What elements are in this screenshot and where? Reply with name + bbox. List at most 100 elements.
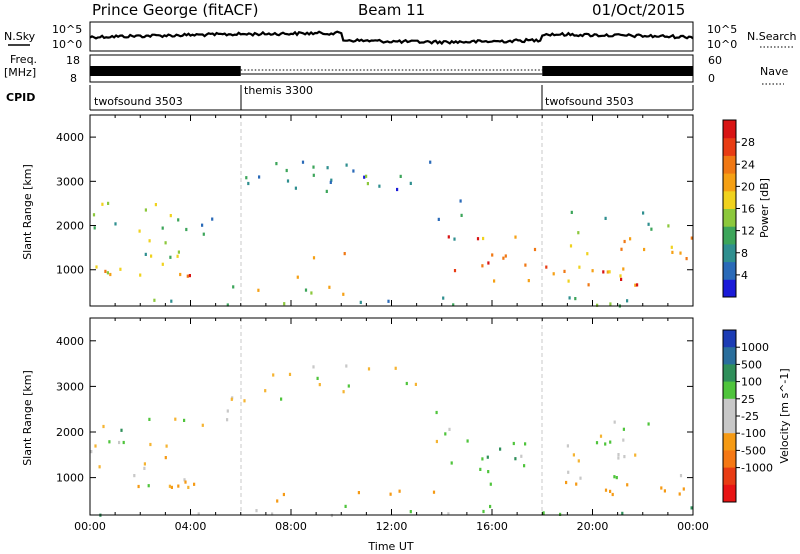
cell-9 xyxy=(617,456,620,460)
cell-13 xyxy=(524,263,527,267)
cell-0 xyxy=(133,474,136,478)
cell-0 xyxy=(165,444,168,448)
x-axis-label: Time UT xyxy=(367,540,413,553)
cell-0 xyxy=(101,202,104,206)
velocity-y-ticks: 1000 2000 3000 4000 xyxy=(56,335,693,485)
ytick-label-0: 1000 xyxy=(56,264,84,277)
cell-1 xyxy=(104,269,107,273)
cell-13 xyxy=(578,265,581,269)
cell-8 xyxy=(312,256,316,260)
cell-9 xyxy=(524,442,527,446)
power-ylabel: Slant Range [km] xyxy=(21,164,34,260)
velocity-cbar-label-3: 25 xyxy=(741,393,755,406)
cell-1 xyxy=(176,254,179,258)
ytick-label-1: 2000 xyxy=(56,220,84,233)
power-swatch-9 xyxy=(723,120,736,139)
cell-15 xyxy=(570,210,573,214)
cell-9 xyxy=(572,453,575,457)
cell-1 xyxy=(119,267,122,271)
cell-13 xyxy=(690,236,693,240)
cell-13 xyxy=(629,237,632,241)
velocity-cbar-label-7: -1000 xyxy=(741,462,773,475)
freq-label: Freq. xyxy=(10,53,37,66)
cell-11 xyxy=(170,299,173,303)
power-cbar-label-4: 20 xyxy=(741,180,755,193)
power-swatch-3 xyxy=(723,226,736,245)
cell-9 xyxy=(613,475,616,479)
ytick-label-3: 4000 xyxy=(56,131,84,144)
cell-7 xyxy=(409,510,412,514)
velocity-cbar-label-5: -100 xyxy=(741,427,766,440)
cell-3 xyxy=(226,409,229,413)
velocity-colorbar-ticks: 1000 500 100 25 -25 -100 -500 -1000 xyxy=(736,341,773,475)
cell-12 xyxy=(453,269,457,273)
cell-9 xyxy=(579,476,582,480)
nsky-tick-top: 10^5 xyxy=(52,23,82,36)
cell-9 xyxy=(679,474,683,478)
ytick-label-0: 1000 xyxy=(56,472,84,485)
cell-4 xyxy=(396,187,399,192)
cell-3 xyxy=(211,217,214,221)
velocity-swatch-0 xyxy=(723,330,736,348)
cell-1 xyxy=(193,482,196,486)
cell-4 xyxy=(312,365,315,369)
cell-1 xyxy=(137,484,140,489)
power-cbar-label-5: 24 xyxy=(741,158,755,171)
cell-6 xyxy=(432,490,436,494)
cell-8 xyxy=(512,441,515,446)
cell-0 xyxy=(144,208,147,212)
cell-13 xyxy=(634,283,637,287)
cell-4 xyxy=(258,175,261,179)
cell-9 xyxy=(343,252,346,256)
cell-5 xyxy=(312,173,315,177)
cell-7 xyxy=(559,512,562,516)
cell-14 xyxy=(620,277,623,281)
cell-0 xyxy=(164,241,167,245)
cell-13 xyxy=(622,267,625,271)
date-title: 01/Oct/2015 xyxy=(592,1,685,19)
xtick-label-4: 16:00 xyxy=(476,520,508,533)
cell-4 xyxy=(363,175,366,179)
cell-4 xyxy=(272,373,275,377)
cell-0 xyxy=(93,226,96,230)
power-cbar-label-0: 4 xyxy=(741,269,748,282)
cell-4 xyxy=(280,397,283,401)
cell-8 xyxy=(450,461,453,465)
cell-0 xyxy=(187,485,190,489)
cell-10 xyxy=(232,285,235,289)
cell-4 xyxy=(345,364,348,368)
cell-0 xyxy=(148,239,151,243)
cell-9 xyxy=(523,464,526,468)
cell-14 xyxy=(636,283,639,287)
cell-7 xyxy=(690,506,693,510)
nsearch-tick-bottom: 10^0 xyxy=(707,38,737,51)
cell-12 xyxy=(476,237,480,241)
cell-15 xyxy=(577,231,580,235)
cell-0 xyxy=(161,226,164,230)
station-title: Prince George (fitACF) xyxy=(92,1,258,19)
cell-0 xyxy=(94,444,97,448)
cell-5 xyxy=(285,168,288,173)
xtick-label-0: 00:00 xyxy=(74,520,106,533)
cell-5 xyxy=(378,184,381,188)
cell-1 xyxy=(164,456,167,460)
nsky-tick-bottom: 10^0 xyxy=(52,38,82,51)
cell-4 xyxy=(352,169,355,173)
cell-7 xyxy=(197,512,200,516)
cell-10 xyxy=(328,285,331,289)
freq-unit: [MHz] xyxy=(4,66,36,79)
power-swatch-6 xyxy=(723,173,736,192)
power-swatch-8 xyxy=(723,137,736,156)
cell-4 xyxy=(409,181,412,185)
cell-5 xyxy=(286,179,290,183)
velocity-colorbar-label: Velocity [m s^-1] xyxy=(778,368,791,463)
xtick-label-3: 12:00 xyxy=(376,520,408,533)
cell-10 xyxy=(304,288,308,292)
cell-13 xyxy=(514,235,517,239)
cell-9 xyxy=(520,454,523,458)
velocity-swatch-3 xyxy=(723,381,736,400)
cell-13 xyxy=(671,250,674,254)
ytick-label-1: 2000 xyxy=(56,426,84,439)
power-swatch-1 xyxy=(723,261,736,280)
cell-4 xyxy=(367,367,371,371)
